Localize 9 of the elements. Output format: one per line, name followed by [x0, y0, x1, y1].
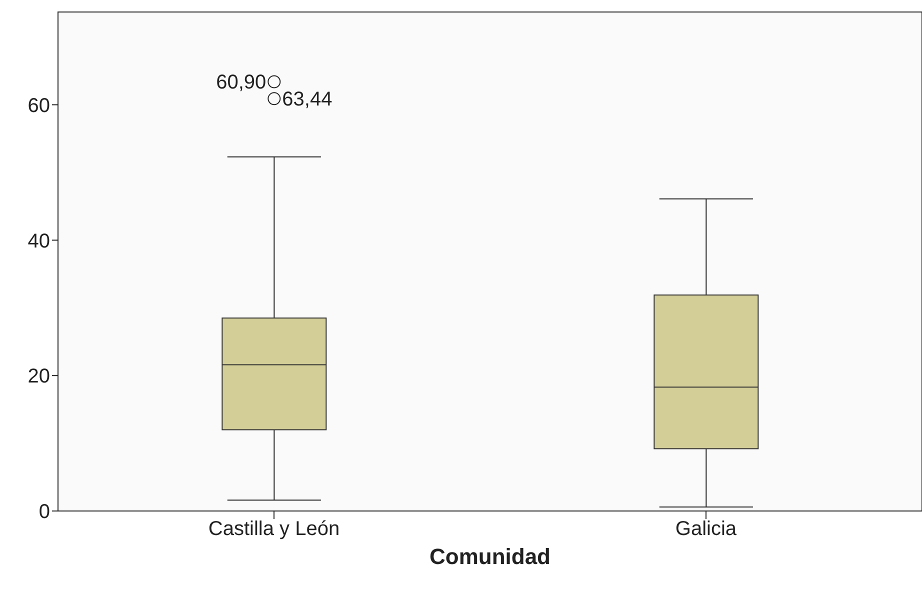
annotation: 60,90 — [216, 72, 266, 94]
y-tick-label: 0 — [38, 501, 50, 524]
y-tick-label: 20 — [28, 366, 50, 388]
x-axis-title: Comunidad — [430, 544, 550, 569]
x-tick-label: Castilla y León — [208, 518, 340, 540]
annotation: 63,44 — [282, 88, 332, 111]
y-tick-label: 40 — [28, 230, 50, 252]
y-tick-label: 60 — [28, 94, 50, 117]
x-tick-label: Galicia — [675, 518, 738, 540]
